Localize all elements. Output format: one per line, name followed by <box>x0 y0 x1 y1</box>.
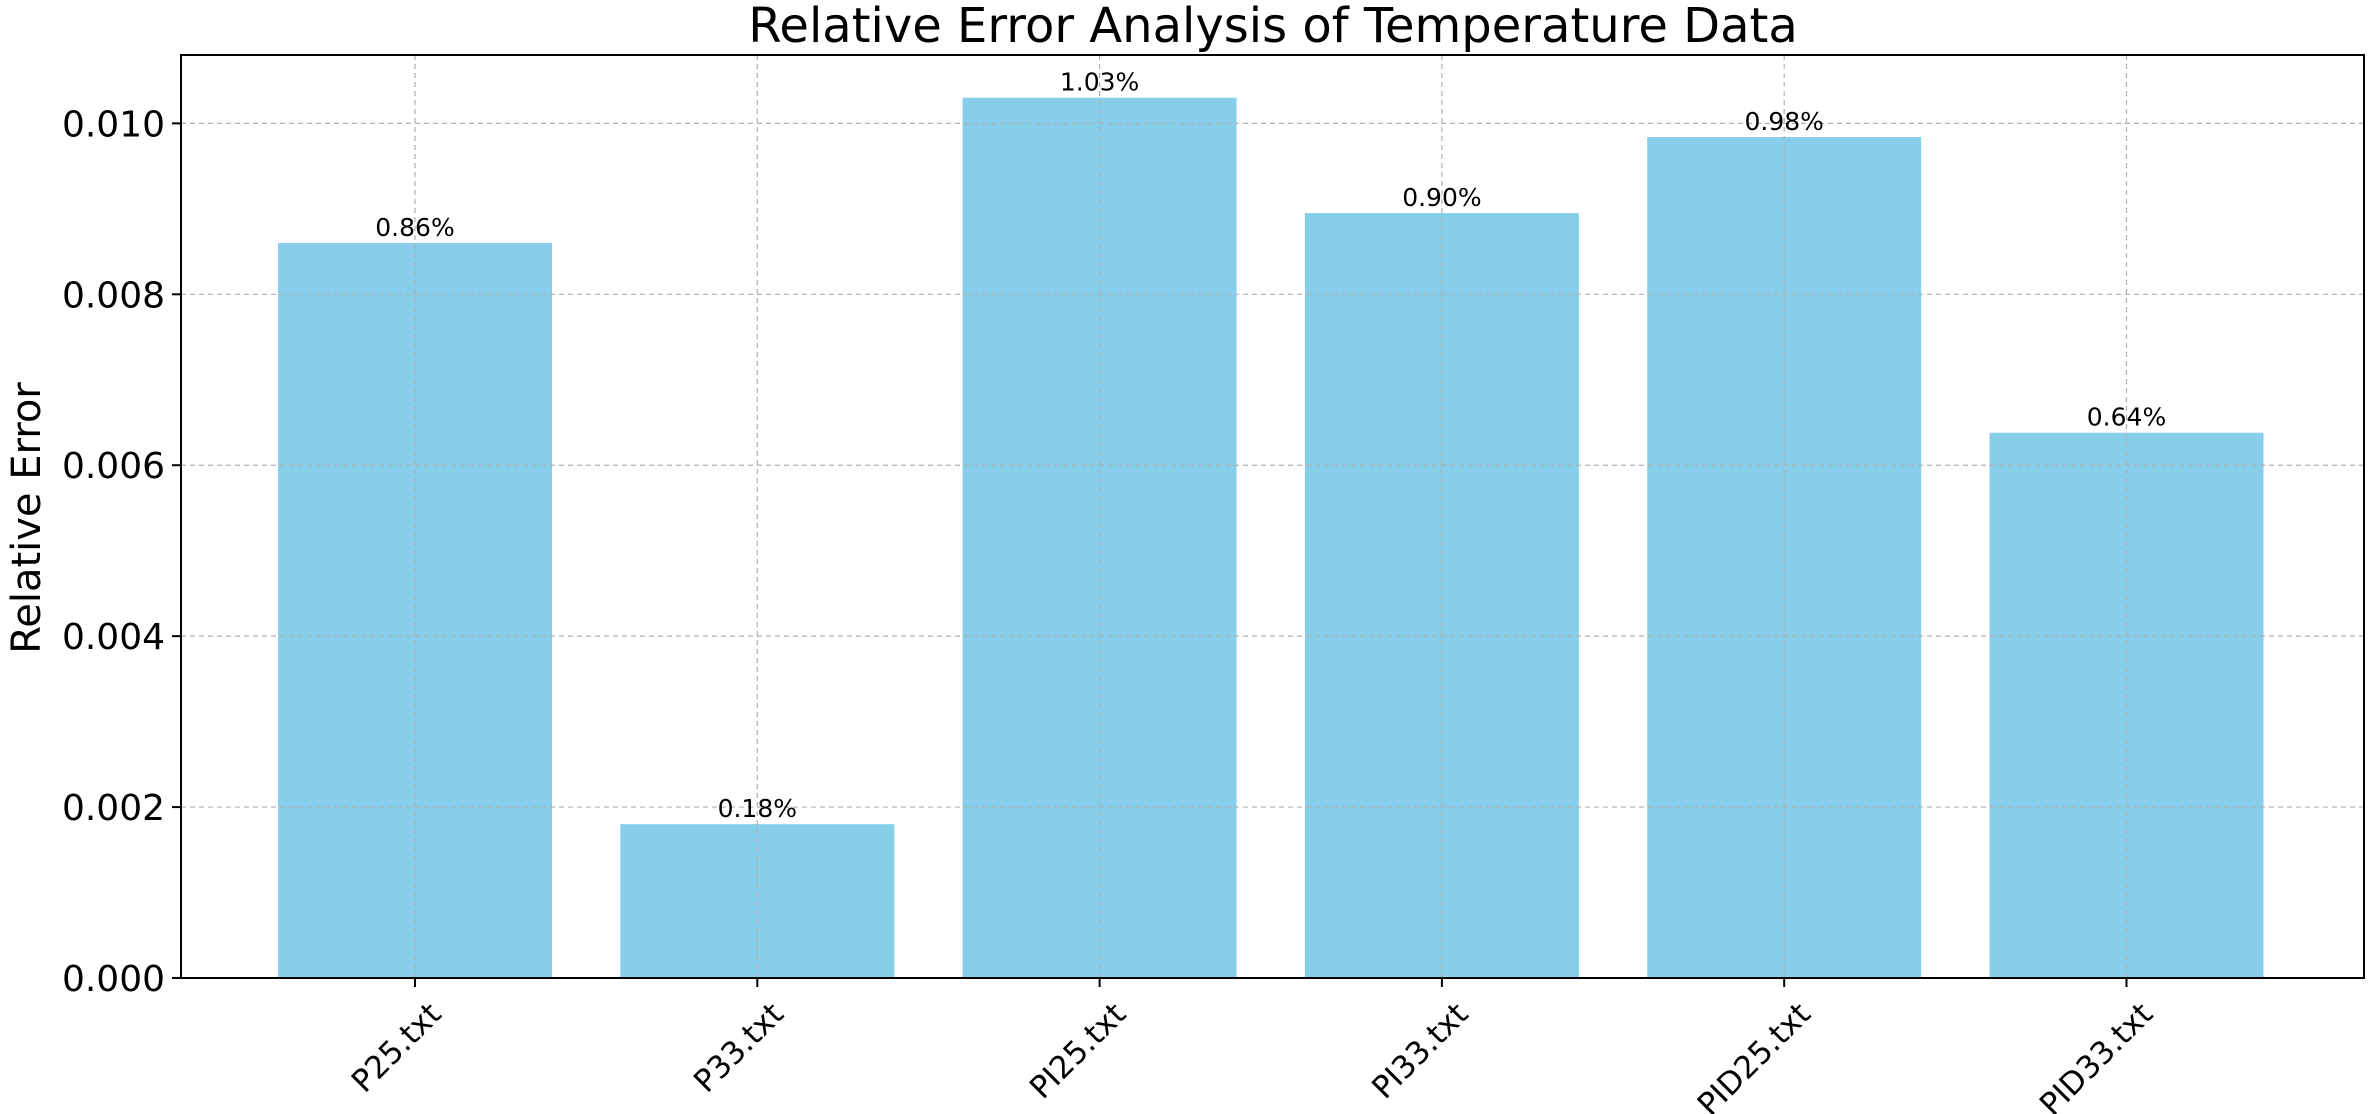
x-tick-label: PID33.txt <box>2033 996 2160 1114</box>
x-tick-label: P33.txt <box>687 996 791 1100</box>
y-axis: 0.000 0.002 0.004 0.006 0.008 0.010 <box>62 104 181 1000</box>
data-label: 0.18% <box>718 794 797 823</box>
y-tick-label: 0.000 <box>62 959 165 1000</box>
y-tick-label: 0.008 <box>62 275 165 316</box>
data-label: 1.03% <box>1060 68 1139 97</box>
data-label: 0.98% <box>1744 107 1823 136</box>
x-axis: P25.txt P33.txt PI25.txt PI33.txt PID25.txt P… <box>345 978 2160 1114</box>
plot-frame <box>180 54 2365 979</box>
data-label: 0.64% <box>2087 403 2166 432</box>
x-tick-label: P25.txt <box>345 996 449 1100</box>
chart-title: Relative Error Analysis of Temperature D… <box>748 0 1798 54</box>
data-label: 0.90% <box>1402 183 1481 212</box>
y-tick-label: 0.010 <box>62 104 165 145</box>
bar-layer <box>278 97 2264 979</box>
y-axis-label: Relative Error <box>4 382 50 654</box>
y-tick-label: 0.002 <box>62 788 165 829</box>
bar <box>1647 137 1922 979</box>
x-tick-label: PI33.txt <box>1365 996 1475 1106</box>
data-label-layer: 0.86% 0.18% 1.03% 0.90% 0.98% 0.64% <box>375 68 2166 823</box>
x-tick-label: PID25.txt <box>1691 996 1818 1114</box>
y-tick-label: 0.006 <box>62 446 165 487</box>
x-tick-label: PI25.txt <box>1023 996 1133 1106</box>
data-label: 0.86% <box>375 213 454 242</box>
y-tick-label: 0.004 <box>62 617 165 658</box>
